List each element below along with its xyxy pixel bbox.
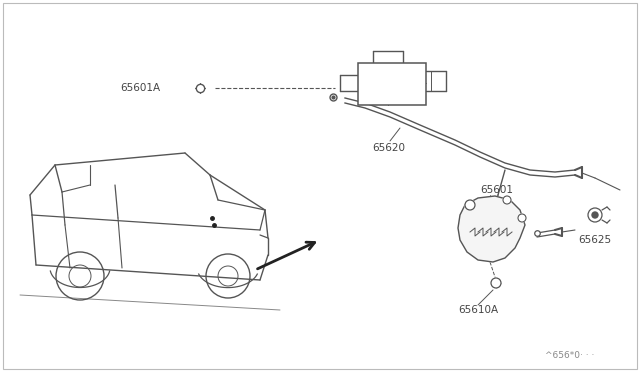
Circle shape <box>491 278 501 288</box>
Text: 65625: 65625 <box>579 235 612 245</box>
Circle shape <box>588 208 602 222</box>
Text: 65601A: 65601A <box>120 83 160 93</box>
Circle shape <box>503 196 511 204</box>
Circle shape <box>592 212 598 218</box>
Text: 65620: 65620 <box>372 143 405 153</box>
Text: ^656*0· · ·: ^656*0· · · <box>545 350 595 359</box>
Text: 65610A: 65610A <box>458 305 498 315</box>
Polygon shape <box>458 196 525 262</box>
Text: 65601: 65601 <box>480 185 513 195</box>
Circle shape <box>518 214 526 222</box>
Bar <box>358 63 426 105</box>
Circle shape <box>465 200 475 210</box>
